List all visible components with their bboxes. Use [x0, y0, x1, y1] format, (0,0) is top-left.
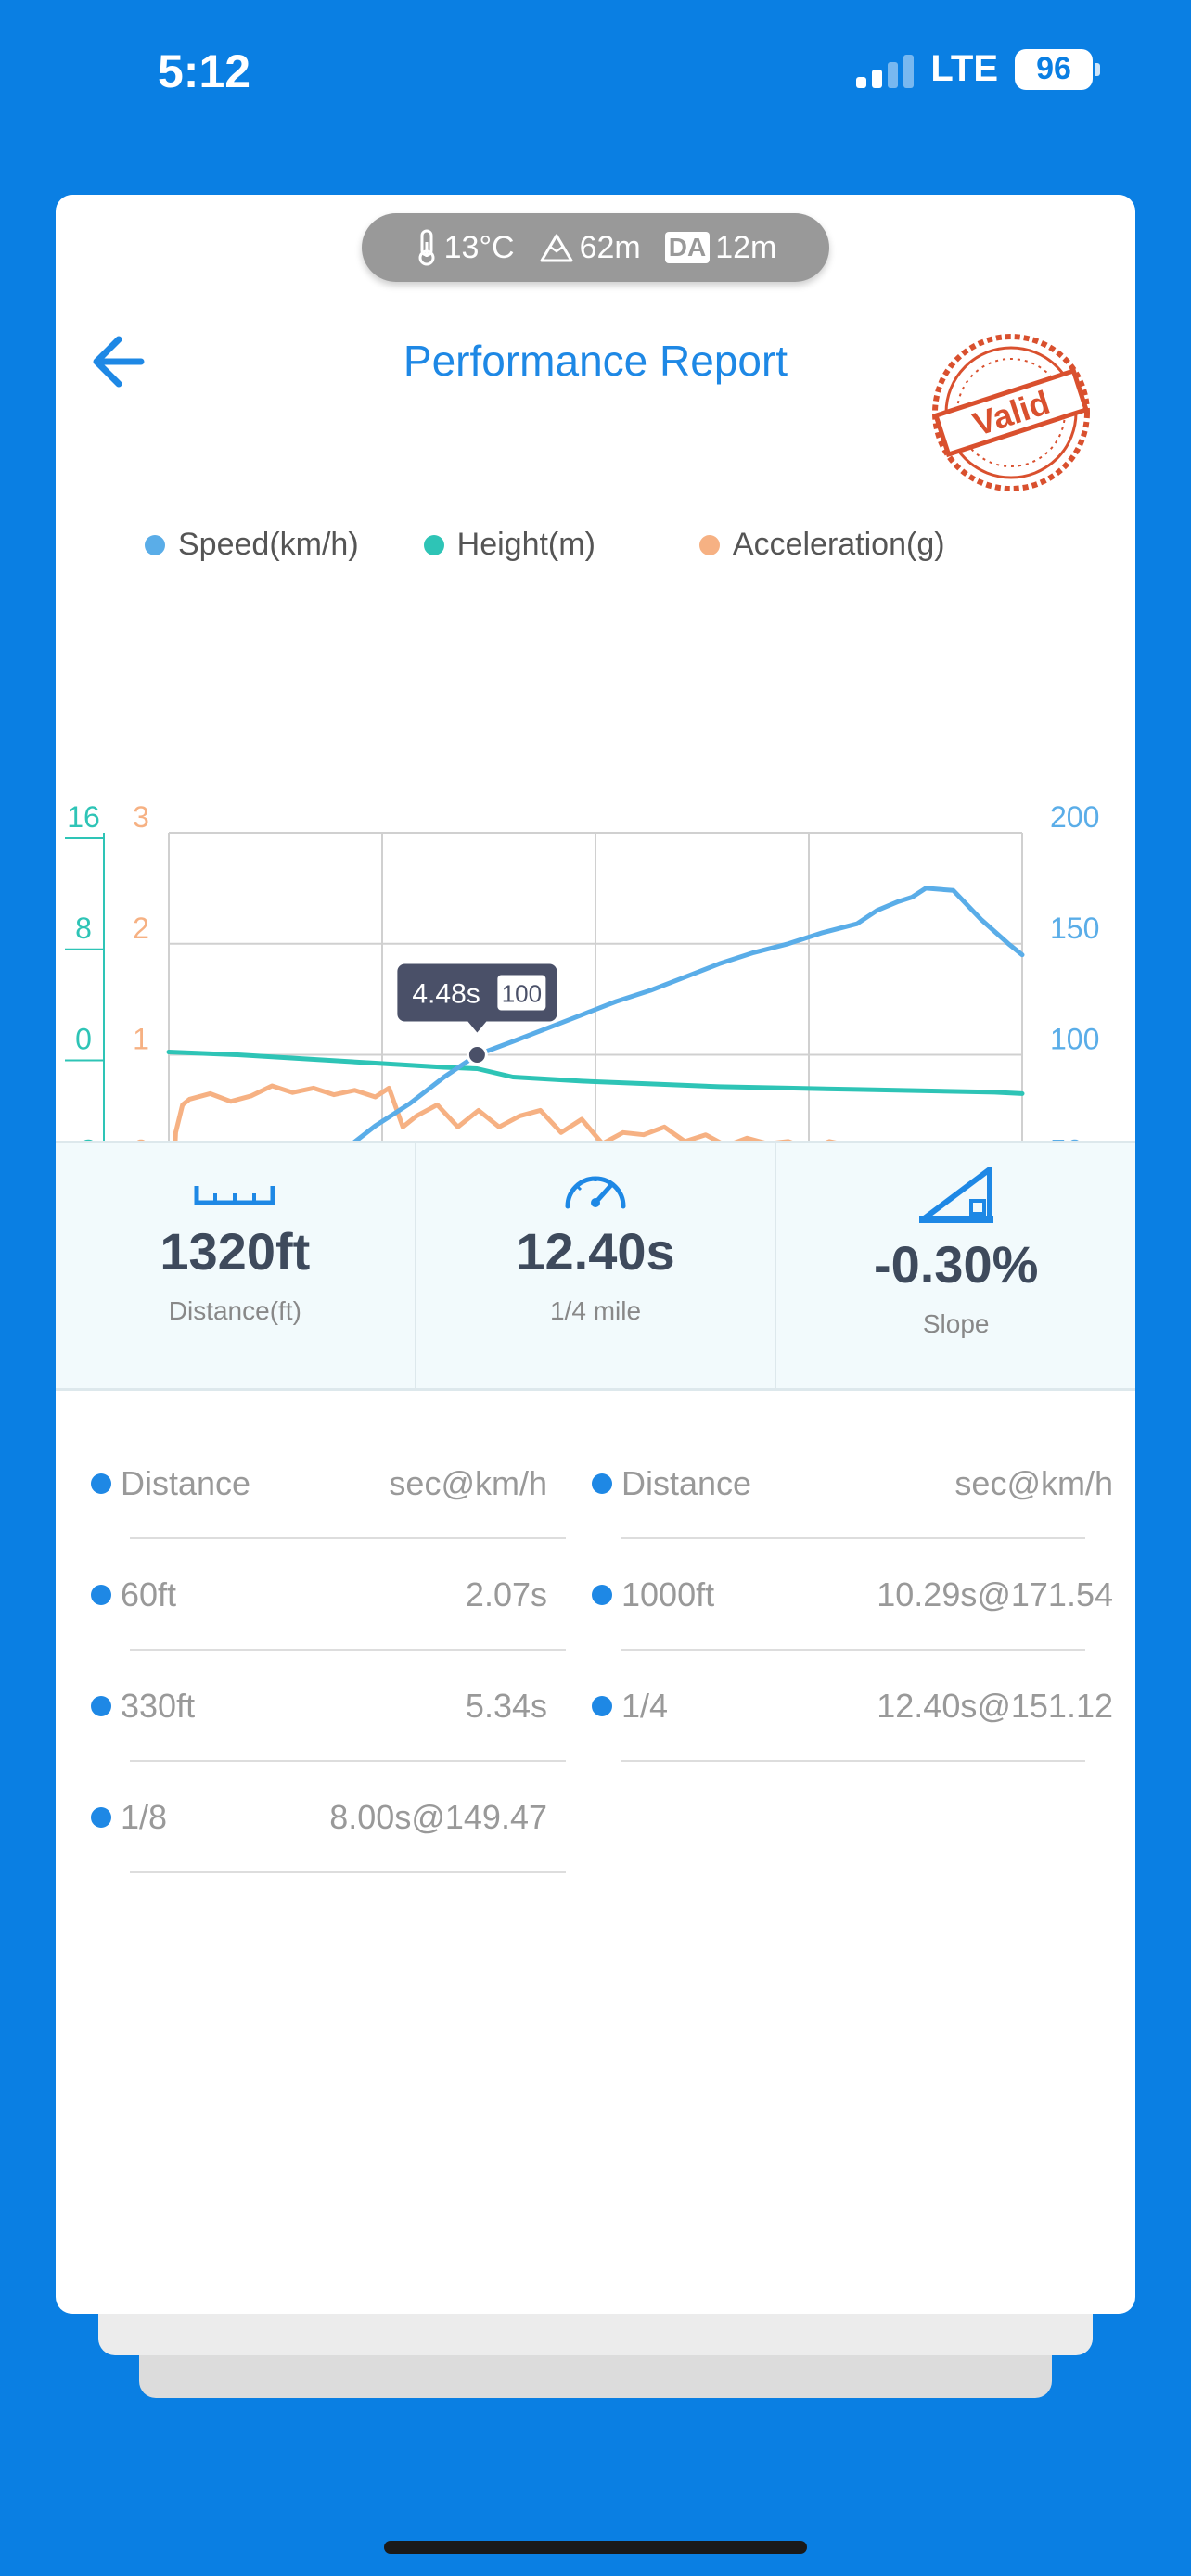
- chart-legend: Speed(km/h) Height(m) Acceleration(g): [89, 527, 945, 563]
- network-type: LTE: [930, 48, 998, 89]
- tooltip-speed: 100: [502, 980, 542, 1008]
- legend-acceleration: Acceleration(g): [698, 527, 945, 563]
- temperature-value: 13°C: [443, 229, 515, 265]
- stat-distance: 1320ft Distance(ft): [56, 1143, 416, 1388]
- distance-label: Distance(ft): [168, 1296, 301, 1325]
- split-quarter-mile: 1/4 12.40s@151.12: [557, 1651, 1122, 1762]
- back-arrow-icon[interactable]: [83, 325, 158, 399]
- stat-time: 12.40s 1/4 mile: [416, 1143, 777, 1388]
- accel-tick-label: 3: [133, 800, 149, 834]
- speed-tick-label: 200: [1050, 800, 1099, 834]
- table-header: Distance sec@km/h: [557, 1428, 1122, 1539]
- elapsed-time-value: 12.40s: [516, 1222, 675, 1281]
- mountain-icon: [540, 234, 573, 262]
- distance-value: 1320ft: [160, 1222, 311, 1281]
- speed-tick-label: 100: [1050, 1023, 1099, 1056]
- tooltip-pointer: [467, 1021, 487, 1033]
- table-header-row: Distance sec@km/h Distance sec@km/h: [56, 1428, 1135, 1539]
- legend-speed: Speed(km/h): [145, 527, 359, 563]
- battery-icon: 96: [1015, 48, 1100, 90]
- tooltip-time: 4.48s: [412, 979, 480, 1010]
- table-row: 60ft 2.07s 1000ft 10.29s@171.54: [56, 1539, 1135, 1651]
- accel-tick-label: 2: [133, 912, 149, 945]
- split-1000ft: 1000ft 10.29s@171.54: [557, 1539, 1122, 1651]
- status-indicators: LTE 96: [856, 48, 1100, 90]
- split-eighth-mile: 1/8 8.00s@149.47: [56, 1762, 566, 1873]
- speedometer-icon: [565, 1176, 626, 1209]
- height-tick-label: 0: [75, 1023, 92, 1056]
- height-tick-label: 16: [67, 800, 100, 834]
- height-tick-label: 8: [75, 912, 92, 945]
- slope-icon: [918, 1167, 993, 1223]
- thermometer-icon: [418, 229, 435, 266]
- slope-value: -0.30%: [873, 1235, 1039, 1294]
- altitude-value: 62m: [579, 229, 641, 265]
- status-time: 5:12: [158, 45, 251, 97]
- split-times-table: Distance sec@km/h Distance sec@km/h 60ft…: [56, 1428, 1135, 1873]
- tooltip-point: [466, 1044, 488, 1065]
- cellular-signal-icon: [856, 51, 915, 88]
- summary-stats: 1320ft Distance(ft) 12.40s 1/4 mile -0.3…: [56, 1141, 1135, 1391]
- density-altitude-value: 12m: [715, 229, 777, 265]
- elapsed-time-label: 1/4 mile: [549, 1296, 642, 1325]
- valid-stamp: Valid: [932, 334, 1090, 491]
- report-card: 13°C 62m DA 12m Performance Report Valid: [56, 195, 1135, 2314]
- conditions-pill: 13°C 62m DA 12m: [362, 213, 829, 282]
- accel-tick-label: 1: [133, 1023, 149, 1056]
- ruler-icon: [194, 1186, 275, 1205]
- table-row: 1/8 8.00s@149.47: [56, 1762, 1135, 1873]
- height-line: [166, 1050, 1025, 1096]
- split-330ft: 330ft 5.34s: [56, 1651, 566, 1762]
- speed-tick-label: 150: [1050, 912, 1099, 945]
- home-indicator[interactable]: [384, 2541, 807, 2554]
- slope-label: Slope: [922, 1309, 990, 1338]
- empty-cell: [557, 1762, 1122, 1873]
- battery-level: 96: [1015, 48, 1093, 90]
- tooltip-speed-badge: [497, 975, 546, 1011]
- table-row: 330ft 5.34s 1/4 12.40s@151.12: [56, 1651, 1135, 1762]
- table-header: Distance sec@km/h: [56, 1428, 566, 1539]
- legend-height: Height(m): [423, 527, 596, 563]
- split-60ft: 60ft 2.07s: [56, 1539, 566, 1651]
- stat-slope: -0.30% Slope: [776, 1143, 1135, 1388]
- page-title: Performance Report: [403, 337, 788, 385]
- density-altitude-label: DA: [664, 232, 711, 263]
